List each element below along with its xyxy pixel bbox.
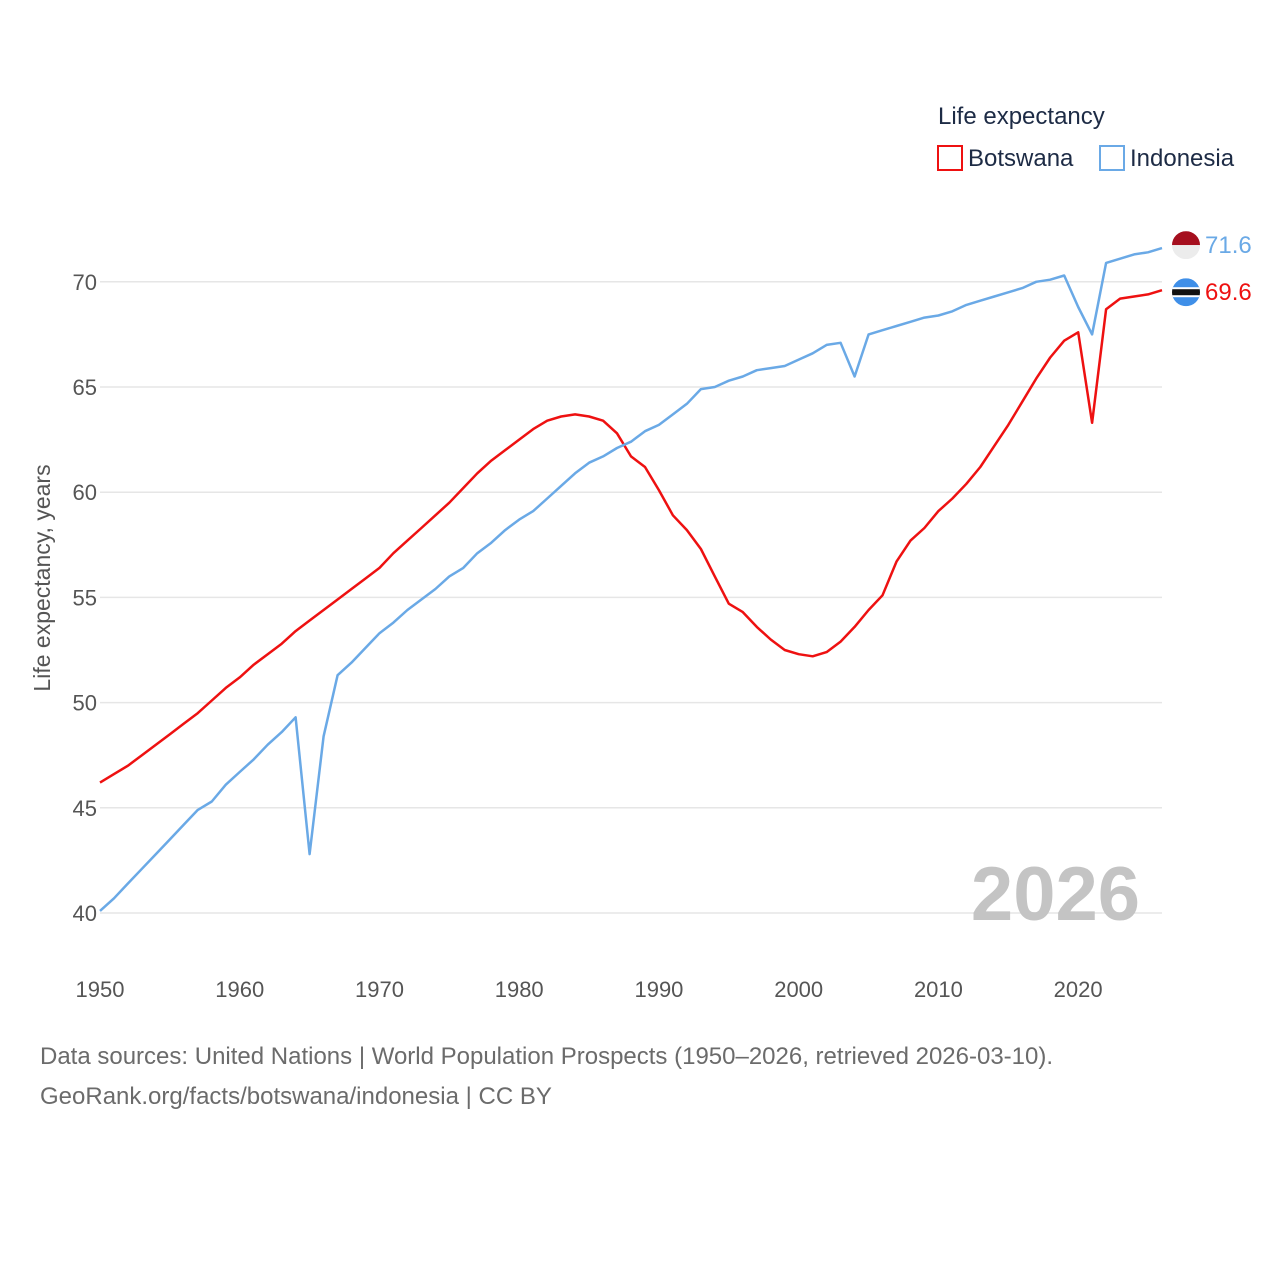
- y-tick-label: 55: [73, 585, 97, 610]
- indonesia-flag-icon: [1172, 231, 1200, 260]
- x-tick-label: 2010: [914, 977, 963, 1002]
- y-tick-label: 60: [73, 480, 97, 505]
- legend-label: Botswana: [968, 145, 1074, 172]
- legend-swatch: [1099, 145, 1125, 171]
- end-value-label-botswana: 69.6: [1205, 279, 1252, 306]
- legend-item-botswana[interactable]: Botswana: [937, 145, 1074, 172]
- y-axis-title: Life expectancy, years: [29, 464, 55, 691]
- series-lines: [99, 246, 1163, 912]
- legend-item-indonesia[interactable]: Indonesia: [1099, 145, 1235, 172]
- x-tick-label: 1950: [76, 977, 125, 1002]
- y-axis: 40 45 50 55 60 65 70: [73, 270, 97, 926]
- x-tick-label: 1990: [634, 977, 683, 1002]
- botswana-flag-icon: [1172, 278, 1200, 307]
- legend-label: Indonesia: [1130, 145, 1235, 172]
- y-tick-label: 45: [73, 796, 97, 821]
- gridlines: [100, 281, 1162, 914]
- legend[interactable]: Life expectancy Botswana Indonesia: [937, 103, 1235, 172]
- source-link[interactable]: GeoRank.org/facts/botswana/indonesia | C…: [40, 1083, 552, 1110]
- x-tick-label: 1960: [215, 977, 264, 1002]
- year-stamp: 2026: [971, 852, 1140, 937]
- x-tick-label: 2020: [1054, 977, 1103, 1002]
- x-axis: 1950 1960 1970 1980 1990 2000 2010 2020: [76, 977, 1103, 1002]
- y-tick-label: 70: [73, 270, 97, 295]
- series-line-botswana: [99, 289, 1163, 784]
- y-tick-label: 50: [73, 691, 97, 716]
- source-note: Data sources: United Nations | World Pop…: [40, 1043, 1054, 1070]
- series-line-indonesia: [99, 246, 1163, 912]
- y-tick-label: 65: [73, 375, 97, 400]
- x-tick-label: 1980: [495, 977, 544, 1002]
- end-value-label-indonesia: 71.6: [1205, 232, 1252, 259]
- y-tick-label: 40: [73, 901, 97, 926]
- legend-title: Life expectancy: [938, 103, 1105, 130]
- end-markers: 69.6 71.6: [1172, 231, 1252, 307]
- x-tick-label: 2000: [774, 977, 823, 1002]
- legend-swatch: [937, 145, 963, 171]
- x-tick-label: 1970: [355, 977, 404, 1002]
